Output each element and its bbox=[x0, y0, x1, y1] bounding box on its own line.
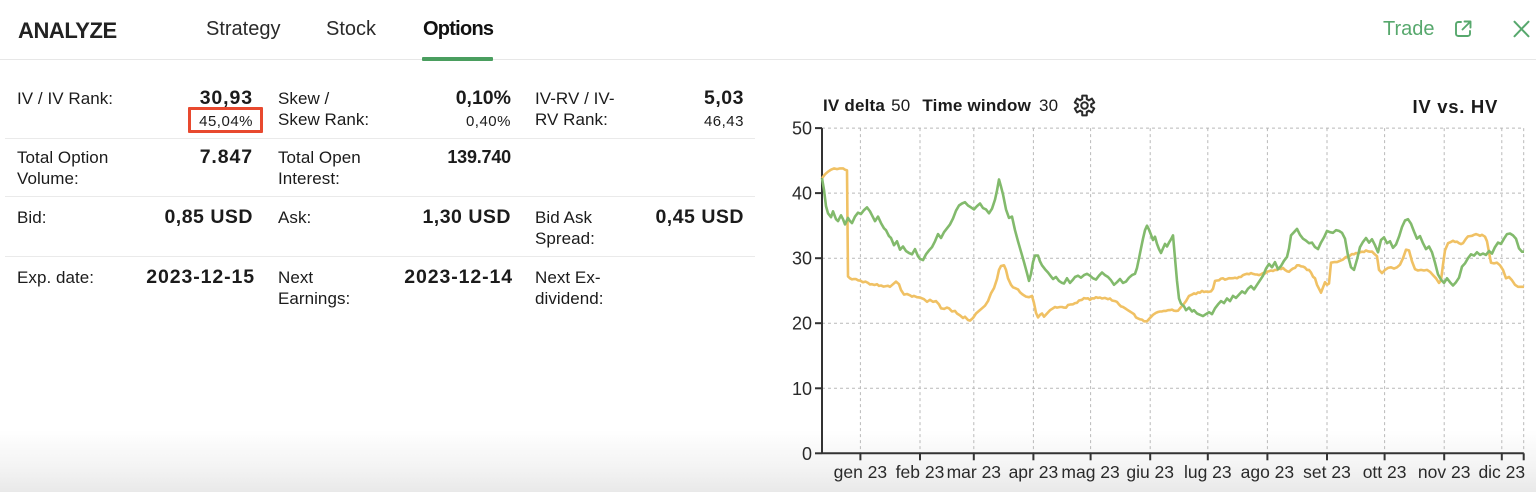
svg-text:mag 23: mag 23 bbox=[1061, 462, 1119, 482]
svg-text:mar 23: mar 23 bbox=[947, 462, 1001, 482]
svg-text:giu 23: giu 23 bbox=[1126, 462, 1174, 482]
svg-text:0: 0 bbox=[802, 444, 812, 464]
svg-text:30: 30 bbox=[792, 249, 812, 269]
svg-text:nov 23: nov 23 bbox=[1418, 462, 1471, 482]
svg-text:apr 23: apr 23 bbox=[1009, 462, 1059, 482]
svg-text:gen 23: gen 23 bbox=[834, 462, 888, 482]
svg-text:10: 10 bbox=[792, 379, 812, 399]
svg-text:ott 23: ott 23 bbox=[1363, 462, 1407, 482]
svg-text:50: 50 bbox=[792, 119, 812, 139]
svg-text:set 23: set 23 bbox=[1303, 462, 1351, 482]
svg-text:40: 40 bbox=[792, 184, 812, 204]
svg-text:feb 23: feb 23 bbox=[896, 462, 945, 482]
svg-text:ago 23: ago 23 bbox=[1241, 462, 1295, 482]
svg-text:dic 23: dic 23 bbox=[1478, 462, 1525, 482]
svg-text:20: 20 bbox=[792, 314, 812, 334]
svg-text:lug 23: lug 23 bbox=[1184, 462, 1232, 482]
